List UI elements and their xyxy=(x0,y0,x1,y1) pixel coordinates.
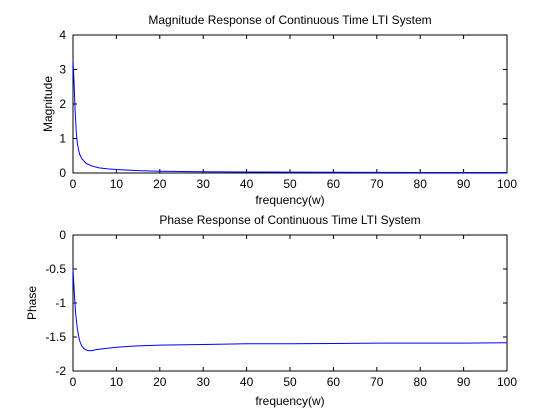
x-tick-label: 20 xyxy=(153,375,167,389)
x-tick-label: 10 xyxy=(110,375,124,389)
y-tick-label: -1.5 xyxy=(45,330,66,344)
x-tick-label: 10 xyxy=(110,177,124,191)
x-tick-label: 60 xyxy=(327,375,341,389)
x-tick-label: 30 xyxy=(197,177,211,191)
y-tick-label: 0 xyxy=(59,228,66,242)
phase-plot-frame xyxy=(73,235,507,371)
x-tick-label: 90 xyxy=(457,177,471,191)
y-tick-label: 1 xyxy=(59,132,66,146)
y-tick-label: -1 xyxy=(55,296,66,310)
y-tick-label: 3 xyxy=(59,63,66,77)
x-tick-label: 20 xyxy=(153,177,167,191)
x-tick-label: 100 xyxy=(497,177,517,191)
x-tick-label: 50 xyxy=(283,177,297,191)
y-tick-label: 4 xyxy=(59,28,66,42)
phase-plot-title: Phase Response of Continuous Time LTI Sy… xyxy=(159,213,420,227)
phase-plot: Phase Response of Continuous Time LTI Sy… xyxy=(25,213,517,408)
x-tick-label: 70 xyxy=(370,177,384,191)
x-tick-label: 40 xyxy=(240,375,254,389)
x-tick-label: 50 xyxy=(283,375,297,389)
y-tick-label: 0 xyxy=(59,166,66,180)
x-tick-label: 30 xyxy=(197,375,211,389)
phase-plot-xlabel: frequency(w) xyxy=(255,394,324,408)
x-tick-label: 0 xyxy=(70,177,77,191)
x-tick-label: 80 xyxy=(414,375,428,389)
magnitude-plot-ylabel: Magnitude xyxy=(41,76,55,132)
x-tick-label: 70 xyxy=(370,375,384,389)
magnitude-plot-title: Magnitude Response of Continuous Time LT… xyxy=(148,13,431,27)
x-tick-label: 0 xyxy=(70,375,77,389)
phase-plot-ylabel: Phase xyxy=(25,286,39,320)
x-tick-label: 40 xyxy=(240,177,254,191)
x-tick-label: 60 xyxy=(327,177,341,191)
x-tick-label: 90 xyxy=(457,375,471,389)
magnitude-plot-xlabel: frequency(w) xyxy=(255,193,324,207)
magnitude-plot: Magnitude Response of Continuous Time LT… xyxy=(41,13,517,207)
y-tick-label: 2 xyxy=(59,97,66,111)
magnitude-plot-frame xyxy=(73,35,507,173)
y-tick-label: -2 xyxy=(55,364,66,378)
x-tick-label: 100 xyxy=(497,375,517,389)
y-tick-label: -0.5 xyxy=(45,262,66,276)
x-tick-label: 80 xyxy=(414,177,428,191)
